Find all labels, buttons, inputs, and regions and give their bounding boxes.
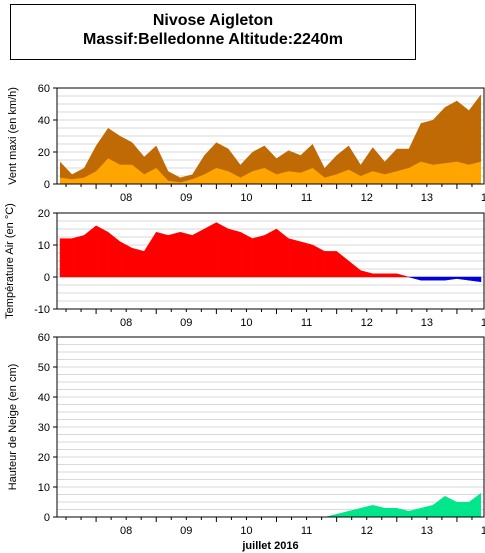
temperature-segment [59,238,73,278]
temperature-segment [372,273,386,278]
temperature-segment [432,276,446,281]
temperature-segment [83,225,97,278]
y-tick-label: 30 [38,422,50,434]
x-tick-label: 09 [180,525,192,537]
y-tick-label: 40 [38,115,50,127]
x-tick-label: 14 [481,525,485,537]
y-axis-label: Température Air (en °C) [4,203,16,319]
temperature-segment [192,228,205,278]
x-tick-label: 11 [301,525,312,537]
temperature-segment [119,241,133,278]
x-tick-label: 11 [301,192,312,204]
y-axis-label: Vent maxi (en km/h) [7,87,19,185]
temperature-segment [168,231,181,278]
temperature-segment [155,231,169,278]
temperature-segment [204,222,217,278]
temperature-segment [336,250,349,278]
temperature-segment [240,231,253,278]
x-tick-label: 08 [120,192,132,204]
temperature-segment [143,231,157,278]
y-tick-label: 0 [44,179,50,191]
temperature-segment [276,228,289,278]
y-tick-label: 0 [44,512,50,524]
chart-title-box: Nivose Aigleton Massif:Belledonne Altitu… [10,4,416,60]
temperature-segment [444,276,458,281]
y-axis-label: Hauteur de Neige (en cm) [7,364,19,491]
temperature-segment [288,238,301,278]
x-tick-label: 14 [481,192,485,204]
panel-frame [56,87,485,185]
x-tick-label: 09 [180,192,192,204]
x-tick-label: 10 [240,317,252,329]
y-tick-label: 60 [38,332,50,344]
x-tick-label: 11 [301,317,312,329]
x-tick-label: 14 [481,317,485,329]
x-tick-label: 13 [421,192,433,204]
x-tick-label: 13 [421,317,433,329]
y-tick-label: 0 [44,272,50,284]
temperature-segment [180,231,193,278]
x-tick-label: 10 [240,525,252,537]
temperature-segment [216,222,229,278]
temperature-segment [360,270,373,278]
panel-frame [56,212,485,310]
y-tick-label: 20 [38,147,50,159]
temperature-segment [456,276,470,281]
snow-depth-area [60,493,481,517]
temperature-segment [228,228,241,278]
x-tick-label: 12 [361,525,373,537]
temperature-segment [348,260,361,278]
x-tick-label: 08 [120,317,132,329]
wind-mean-area [60,158,481,184]
temperature-segment [408,276,422,281]
x-tick-label: 09 [180,317,192,329]
station-name: Nivose Aigleton [152,12,274,29]
temperature-segment [264,228,277,278]
temperature-segment [95,225,109,278]
temperature-segment [252,235,265,278]
temperature-segment [71,235,85,278]
wind-max-area [60,94,481,184]
y-tick-label: 20 [38,452,50,464]
y-tick-label: 10 [38,482,50,494]
y-tick-label: 60 [38,83,50,95]
y-tick-label: 40 [38,392,50,404]
station-location: Massif:Belledonne Altitude:2240m [83,31,343,48]
y-tick-label: 10 [38,240,50,252]
temperature-segment [420,276,434,281]
temperature-segment [396,273,409,278]
x-tick-label: 10 [240,192,252,204]
temperature-segment [107,231,121,278]
x-tick-label: 12 [361,317,373,329]
x-axis-label: juillet 2016 [241,540,298,552]
x-tick-label: 13 [421,525,433,537]
x-tick-label: 12 [361,192,373,204]
temperature-segment [300,241,313,278]
y-tick-label: 20 [38,208,50,220]
y-tick-label: -10 [34,304,50,316]
temperature-segment [468,276,482,283]
temperature-segment [324,251,337,278]
temperature-segment [312,244,325,278]
temperature-segment [384,273,398,278]
y-tick-label: 50 [38,362,50,374]
temperature-segment [131,247,145,278]
x-tick-label: 08 [120,525,132,537]
